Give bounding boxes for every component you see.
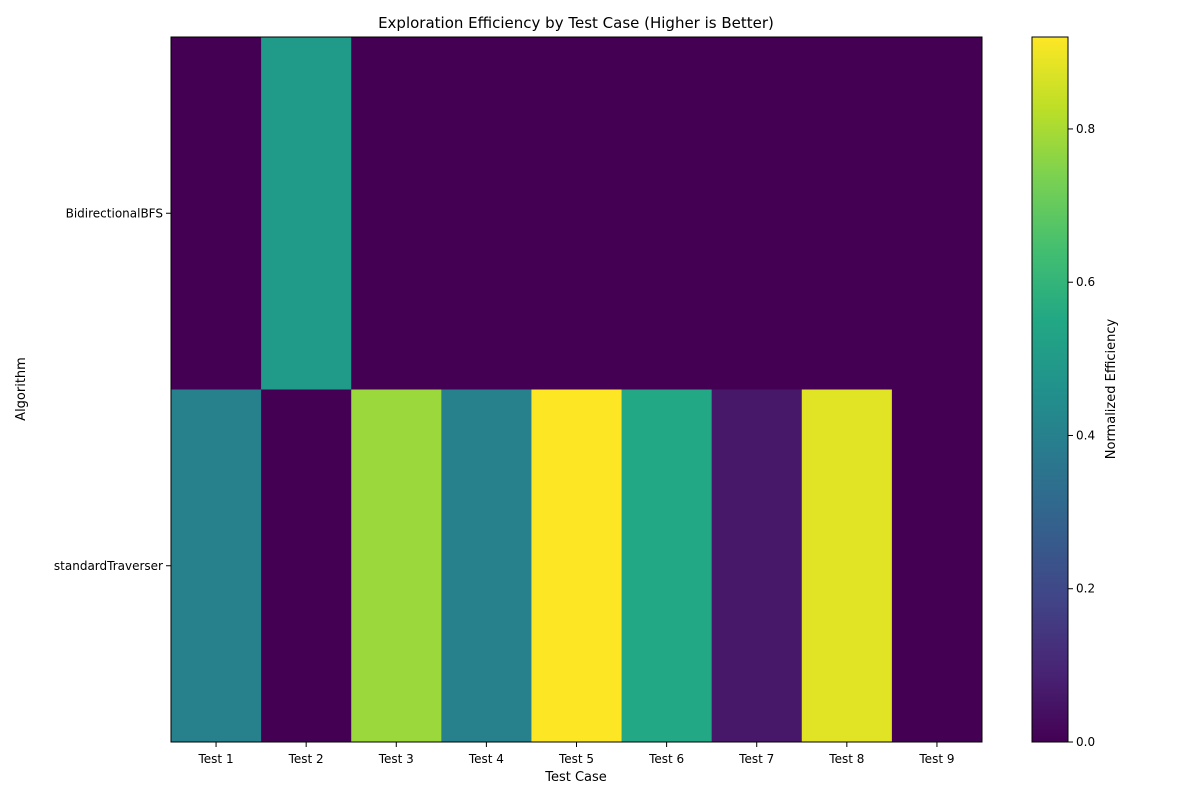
colorbar-ticks: 0.0 0.2 0.4 0.6 0.8 [1068, 122, 1095, 749]
y-tick-label: standardTraverser [54, 559, 163, 573]
heatmap-cell [261, 389, 352, 743]
heatmap-cell [171, 389, 262, 743]
x-tick-label: Test 1 [198, 752, 234, 766]
heatmap-cell [171, 37, 262, 390]
colorbar-tick-label: 0.4 [1076, 428, 1095, 442]
y-ticks: BidirectionalBFS standardTraverser [54, 206, 171, 573]
chart-title: Exploration Efficiency by Test Case (Hig… [378, 14, 774, 32]
colorbar-label: Normalized Efficiency [1104, 318, 1119, 459]
heatmap-cell [531, 37, 623, 390]
heatmap-cells [171, 37, 983, 743]
x-tick-label: Test 3 [378, 752, 414, 766]
x-tick-label: Test 5 [558, 752, 594, 766]
x-tick-label: Test 2 [288, 752, 324, 766]
x-tick-label: Test 4 [468, 752, 504, 766]
heatmap-cell [891, 389, 983, 743]
y-tick-label: BidirectionalBFS [66, 206, 163, 220]
x-tick-label: Test 9 [918, 752, 954, 766]
x-tick-label: Test 7 [738, 752, 774, 766]
heatmap-cell [441, 37, 532, 390]
colorbar-tick-label: 0.8 [1076, 122, 1095, 136]
heatmap-cell [801, 389, 893, 743]
heatmap-cell [621, 37, 713, 390]
x-axis-label: Test Case [544, 770, 607, 785]
heatmap-cell [531, 389, 623, 743]
colorbar-gradient [1031, 36, 1069, 743]
heatmap-cell [711, 37, 803, 390]
heatmap-cell [621, 389, 713, 743]
y-axis-label: Algorithm [14, 357, 29, 421]
colorbar-tick-label: 0.0 [1076, 735, 1095, 749]
x-tick-label: Test 6 [648, 752, 684, 766]
x-tick-label: Test 8 [828, 752, 864, 766]
x-ticks: Test 1 Test 2 Test 3 Test 4 Test 5 Test 6 Test… [198, 742, 954, 766]
colorbar [1031, 36, 1069, 743]
heatmap-cell [891, 37, 983, 390]
heatmap-cell [351, 37, 442, 390]
heatmap-cell [351, 389, 442, 743]
heatmap-cell [441, 389, 532, 743]
heatmap-cell [801, 37, 893, 390]
heatmap-cell [711, 389, 803, 743]
heatmap-cell [261, 37, 352, 390]
colorbar-tick-label: 0.2 [1076, 582, 1095, 596]
colorbar-tick-label: 0.6 [1076, 275, 1095, 289]
